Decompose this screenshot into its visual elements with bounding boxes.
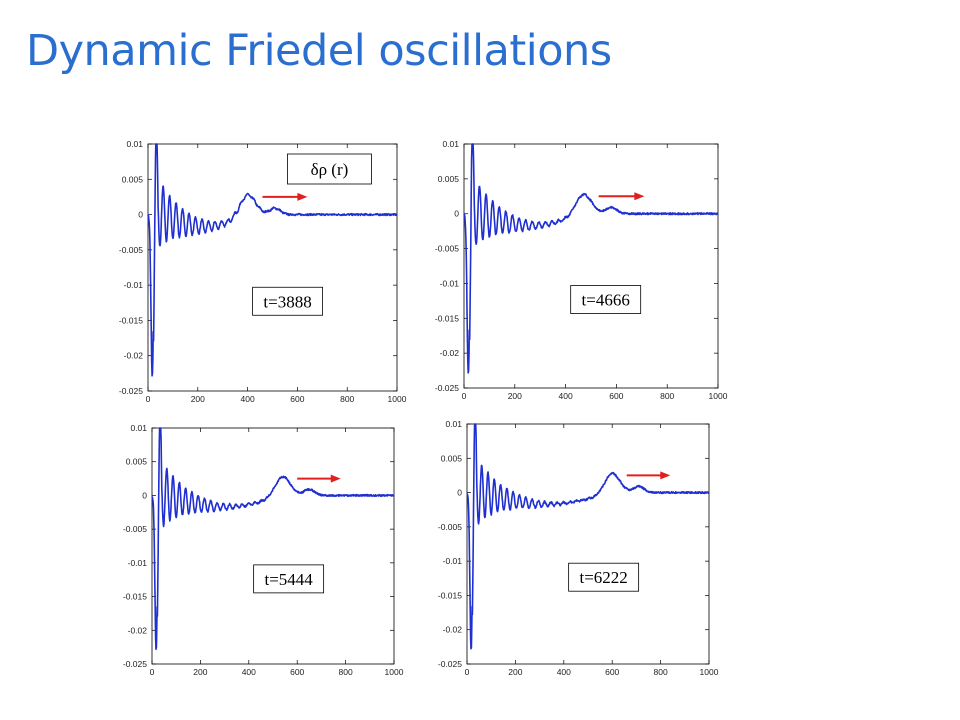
x-tick-label: 600 bbox=[290, 394, 304, 404]
y-tick-label: -0.015 bbox=[123, 592, 147, 602]
x-tick-label: 1000 bbox=[709, 391, 728, 401]
x-tick-label: 600 bbox=[605, 667, 619, 677]
y-tick-label: 0.01 bbox=[445, 419, 462, 429]
time-annotation-box bbox=[570, 285, 642, 314]
y-tick-label: -0.015 bbox=[438, 590, 462, 600]
slide-title: Dynamic Friedel oscillations bbox=[26, 26, 612, 76]
y-tick-label: -0.025 bbox=[438, 659, 462, 669]
x-tick-label: 400 bbox=[559, 391, 573, 401]
x-tick-label: 1000 bbox=[388, 394, 407, 404]
y-tick-label: 0.01 bbox=[126, 139, 143, 149]
y-tick-label: -0.005 bbox=[438, 522, 462, 532]
x-tick-label: 200 bbox=[508, 667, 522, 677]
plot-frame bbox=[463, 143, 719, 389]
x-tick-label: 600 bbox=[609, 391, 623, 401]
plot-frame bbox=[147, 143, 398, 392]
x-tick-label: 0 bbox=[146, 394, 151, 404]
chart-panel-3: 0 200 400 600 800 1000 0.01 0.005 0 -0.005 -0.01 -0… bbox=[100, 418, 420, 698]
series-line bbox=[151, 427, 395, 650]
x-tick-label: 0 bbox=[150, 667, 155, 677]
chart-svg-3: 0 200 400 600 800 1000 0.01 0.005 0 -0.005 -0.01 -0… bbox=[123, 423, 404, 677]
time-annotation: t=3888 bbox=[263, 292, 311, 311]
legend-label: δρ (r) bbox=[311, 160, 349, 179]
x-tick-label: 800 bbox=[339, 667, 353, 677]
x-tick-label: 400 bbox=[242, 667, 256, 677]
plot-frame bbox=[151, 427, 395, 665]
x-tick-label: 400 bbox=[557, 667, 571, 677]
y-tick-label: -0.005 bbox=[119, 245, 143, 255]
x-tick-label: 200 bbox=[191, 394, 205, 404]
y-tick-label: 0 bbox=[142, 490, 147, 500]
time-annotation-box bbox=[568, 562, 640, 592]
legend-box bbox=[287, 153, 372, 185]
chart-panel-4: 0 200 400 600 800 1000 0.01 0.005 0 -0.005 -0.01 -0… bbox=[416, 416, 736, 696]
x-tick-label: 0 bbox=[465, 667, 470, 677]
y-tick-label: -0.005 bbox=[123, 524, 147, 534]
propagation-arrow-head bbox=[297, 192, 308, 201]
y-tick-label: -0.02 bbox=[128, 625, 148, 635]
time-annotation: t=5444 bbox=[264, 570, 313, 589]
time-annotation: t=6222 bbox=[579, 568, 627, 587]
x-tick-label: 400 bbox=[241, 394, 255, 404]
y-tick-label: 0.01 bbox=[130, 423, 147, 433]
y-tick-label: 0 bbox=[138, 210, 143, 220]
series-line bbox=[147, 143, 398, 377]
chart-panel-1: 0 200 400 600 800 1000 0.01 0.005 0 -0.005 -0.01 -0… bbox=[96, 134, 416, 414]
y-tick-label: 0.005 bbox=[122, 174, 144, 184]
time-annotation-box bbox=[253, 564, 325, 594]
x-tick-label: 200 bbox=[508, 391, 522, 401]
y-tick-label: -0.01 bbox=[128, 558, 148, 568]
propagation-arrow-head bbox=[330, 474, 341, 483]
y-tick-label: 0.01 bbox=[442, 139, 459, 149]
x-tick-label: 800 bbox=[340, 394, 354, 404]
y-tick-label: -0.01 bbox=[440, 278, 460, 288]
x-tick-label: 800 bbox=[654, 667, 668, 677]
chart-svg-1: 0 200 400 600 800 1000 0.01 0.005 0 -0.005 -0.01 -0… bbox=[119, 139, 407, 404]
x-tick-label: 800 bbox=[660, 391, 674, 401]
chart-svg-4: 0 200 400 600 800 1000 0.01 0.005 0 -0.005 -0.01 -0… bbox=[438, 419, 719, 677]
y-tick-label: -0.01 bbox=[124, 280, 144, 290]
x-tick-label: 1000 bbox=[700, 667, 719, 677]
propagation-arrow-head bbox=[660, 471, 671, 480]
y-tick-label: 0.005 bbox=[441, 453, 463, 463]
y-tick-label: -0.015 bbox=[435, 313, 459, 323]
time-annotation: t=4666 bbox=[582, 291, 630, 310]
propagation-arrow-head bbox=[634, 192, 645, 201]
x-tick-label: 1000 bbox=[385, 667, 404, 677]
y-tick-label: -0.005 bbox=[435, 244, 459, 254]
chart-panel-2: 0 200 400 600 800 1000 0.01 0.005 0 -0.005 -0.01 -0… bbox=[420, 134, 740, 414]
y-tick-label: 0.005 bbox=[126, 457, 148, 467]
series-line bbox=[463, 143, 719, 374]
x-tick-label: 600 bbox=[290, 667, 304, 677]
y-tick-label: 0.005 bbox=[438, 174, 460, 184]
y-tick-label: -0.025 bbox=[119, 386, 143, 396]
x-tick-label: 0 bbox=[462, 391, 467, 401]
y-tick-label: -0.02 bbox=[443, 625, 463, 635]
plot-frame bbox=[466, 423, 710, 665]
series-line bbox=[466, 423, 710, 650]
y-tick-label: -0.025 bbox=[123, 659, 147, 669]
y-tick-label: -0.02 bbox=[440, 348, 460, 358]
chart-svg-2: 0 200 400 600 800 1000 0.01 0.005 0 -0.005 -0.01 -0… bbox=[435, 139, 728, 401]
y-tick-label: -0.01 bbox=[443, 556, 463, 566]
y-tick-label: -0.02 bbox=[124, 351, 144, 361]
y-tick-label: -0.025 bbox=[435, 383, 459, 393]
y-tick-label: 0 bbox=[454, 209, 459, 219]
x-tick-label: 200 bbox=[193, 667, 207, 677]
time-annotation-box bbox=[252, 286, 323, 316]
y-tick-label: -0.015 bbox=[119, 315, 143, 325]
y-tick-label: 0 bbox=[457, 488, 462, 498]
